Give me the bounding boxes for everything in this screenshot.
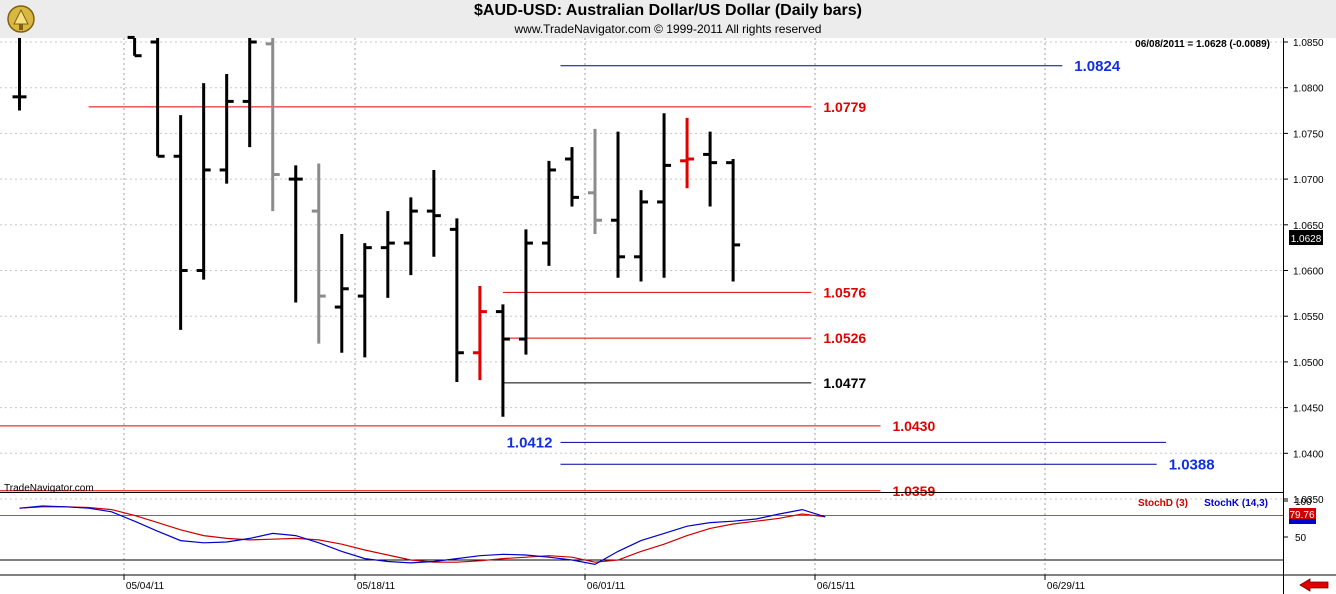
level-label-1.0526: 1.0526: [823, 330, 866, 346]
date-axis: 05/04/11 05/18/11 06/01/11 06/15/11 06/29/11: [123, 575, 1086, 592]
stoch-value-box-k: [1289, 519, 1316, 524]
level-label-1.0779: 1.0779: [823, 99, 866, 115]
price-axis-label-10: 1.0350: [1293, 495, 1324, 506]
price-axis-label-4: 1.0650: [1293, 221, 1324, 232]
price-axis: 1.0850 1.0800 1.0750 1.0700 1.0650 1.0600 1.05…: [1283, 38, 1324, 506]
ohlc-bar-0: [12, 38, 27, 111]
stoch-series-line-1: [19, 505, 826, 566]
price-levels: 1.0824 1.0779 1.0576 1.0526 1.0477 1.0430 1.04…: [0, 58, 1215, 499]
stoch-value-box: [1289, 508, 1316, 521]
level-label-1.0824: 1.0824: [1074, 58, 1121, 75]
price-axis-label-8: 1.0450: [1293, 404, 1324, 415]
ohlc-bar-23: [541, 160, 556, 266]
level-label-1.0412: 1.0412: [507, 434, 553, 451]
current-price-label: 1.0628: [1291, 234, 1322, 245]
ohlc-bar-9: [219, 73, 234, 184]
chart-header: [0, 0, 1336, 38]
level-label-1.0430: 1.0430: [892, 418, 935, 434]
price-axis-label-6: 1.0550: [1293, 312, 1324, 323]
ohlc-bar-5: [127, 35, 142, 58]
ohlc-bar-12: [288, 165, 303, 303]
level-label-1.0576: 1.0576: [823, 284, 866, 300]
ohlc-bar-7: [173, 115, 188, 330]
price-axis-label-0: 1.0850: [1293, 38, 1324, 49]
stoch-axis-label-1: 50: [1295, 533, 1307, 544]
stoch-series-line-0: [19, 506, 826, 563]
price-axis-label-2: 1.0750: [1293, 129, 1324, 140]
ohlc-bar-17: [403, 197, 418, 276]
ohlc-bar-10: [242, 38, 257, 148]
stoch-panel-label: TradeNavigator.com: [4, 483, 94, 494]
ohlc-bar-13: [311, 163, 326, 344]
level-label-1.0477: 1.0477: [823, 375, 866, 391]
axis-divider: [1283, 38, 1284, 594]
ohlc-bar-25: [588, 128, 602, 234]
trade-navigator-logo-icon: [7, 5, 35, 33]
ohlc-bar-31: [726, 158, 741, 282]
current-price-box: [1289, 230, 1323, 245]
price-axis-label-7: 1.0500: [1293, 358, 1324, 369]
price-axis-label-9: 1.0400: [1293, 449, 1324, 460]
ohlc-bar-30: [703, 131, 718, 207]
ohlc-bar-21: [495, 304, 510, 417]
ohlc-bar-26: [611, 131, 626, 278]
panel-divider: [0, 492, 1283, 493]
level-label-1.0359: 1.0359: [892, 483, 935, 499]
date-axis-label-0: 05/04/11: [126, 581, 165, 592]
ohlc-bar-15: [357, 243, 372, 358]
copyright-text: www.TradeNavigator.com © 1999-2011 All r…: [514, 22, 822, 36]
stoch-value-label: 79.76: [1289, 510, 1314, 521]
ohlc-bar-24: [564, 147, 579, 207]
ohlc-bar-8: [196, 83, 211, 280]
date-axis-label-2: 06/01/11: [587, 581, 626, 592]
ohlc-bar-14: [334, 233, 349, 353]
ohlc-bar-19: [449, 218, 464, 383]
price-axis-label-1: 1.0800: [1293, 84, 1324, 95]
ohlc-bar-16: [380, 211, 395, 298]
date-axis-label-1: 05/18/11: [357, 581, 396, 592]
ohlc-bar-11: [265, 38, 280, 212]
date-axis-label-3: 06/15/11: [817, 581, 856, 592]
ohlc-bar-20: [472, 286, 487, 381]
ohlc-bar-29: [680, 117, 695, 189]
stochastic-panel: 100 50: [0, 497, 1312, 566]
ohlc-bar-27: [634, 190, 649, 282]
grid-lines: [0, 38, 1336, 576]
price-bars: [12, 35, 741, 417]
stoch-k-legend: StochK (14,3): [1204, 498, 1268, 509]
date-axis-label-4: 06/29/11: [1047, 581, 1086, 592]
ohlc-bar-6: [150, 38, 165, 158]
scroll-left-arrow-icon[interactable]: [1299, 578, 1329, 592]
stoch-d-legend: StochD (3): [1138, 498, 1188, 509]
chart-title: $AUD-USD: Australian Dollar/US Dollar (D…: [474, 2, 862, 19]
last-readout: 06/08/2011 = 1.0628 (-0.0089): [1135, 39, 1270, 50]
ohlc-bar-22: [518, 229, 533, 355]
ohlc-bar-18: [426, 169, 441, 257]
stoch-axis-label-0: 100: [1295, 497, 1312, 508]
level-label-1.0388: 1.0388: [1169, 456, 1215, 473]
price-axis-label-5: 1.0600: [1293, 267, 1324, 278]
price-axis-label-3: 1.0700: [1293, 175, 1324, 186]
ohlc-bar-28: [657, 113, 672, 278]
